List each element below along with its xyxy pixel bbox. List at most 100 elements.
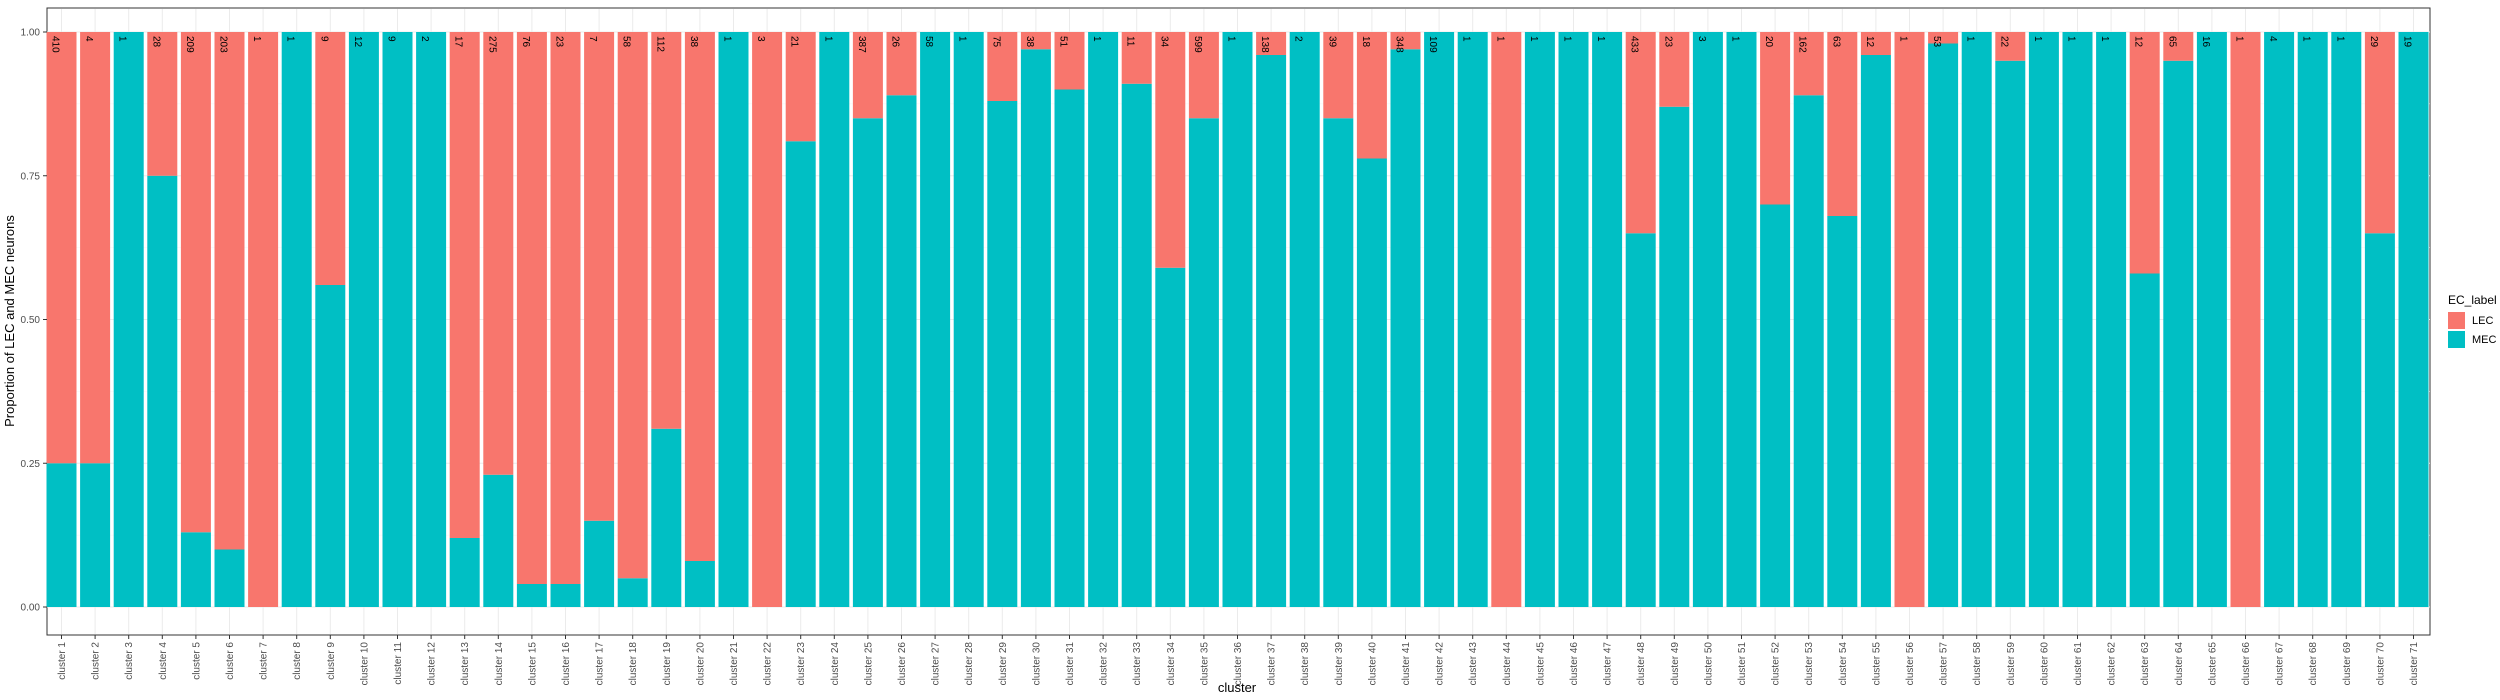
bar-mec — [1289, 32, 1320, 607]
bar-mec — [483, 474, 514, 607]
bar-mec — [1188, 118, 1219, 607]
count-label: 410 — [50, 36, 61, 53]
x-tick-label: cluster 11 — [393, 642, 404, 685]
x-tick-label: cluster 10 — [359, 642, 370, 686]
x-tick-label: cluster 17 — [595, 642, 606, 686]
bar-lec — [550, 32, 581, 584]
x-tick-label: cluster 24 — [830, 642, 841, 686]
count-label: 75 — [990, 36, 1001, 48]
count-label: 1 — [1226, 36, 1237, 42]
bar-lec — [886, 32, 917, 96]
bar-lec — [852, 32, 883, 119]
bar-mec — [2096, 32, 2127, 607]
x-tick-label: cluster 55 — [1871, 642, 1882, 686]
bar-lec — [1155, 32, 1186, 268]
bar-mec — [2331, 32, 2362, 607]
bar-mec — [214, 549, 245, 607]
count-label: 16 — [2200, 36, 2211, 48]
bar-mec — [416, 32, 447, 607]
count-label: 1 — [2032, 36, 2043, 42]
bar-mec — [2196, 32, 2227, 607]
x-tick-label: cluster 59 — [2006, 642, 2017, 686]
count-label: 23 — [1662, 36, 1673, 48]
bar-lec — [1188, 32, 1219, 119]
count-label: 1 — [722, 36, 733, 42]
bar-mec — [147, 175, 178, 607]
bar-lec — [1995, 32, 2026, 61]
bar-lec — [752, 32, 783, 607]
x-tick-label: cluster 50 — [1703, 642, 1714, 686]
bar-mec — [315, 285, 346, 607]
bar-lec — [617, 32, 648, 579]
count-label: 1 — [285, 36, 296, 42]
count-label: 387 — [856, 36, 867, 53]
x-tick-label: cluster 56 — [1905, 642, 1916, 686]
x-tick-label: cluster 25 — [863, 642, 874, 686]
x-tick-label: cluster 20 — [695, 642, 706, 686]
count-label: 1 — [117, 36, 128, 42]
x-tick-label: cluster 47 — [1603, 642, 1614, 686]
count-label: 3 — [1696, 36, 1707, 42]
bar-mec — [987, 101, 1018, 607]
bar-lec — [1860, 32, 1891, 55]
count-label: 9 — [386, 36, 397, 42]
x-tick-label: cluster 65 — [2207, 642, 2218, 686]
bar-lec — [1491, 32, 1522, 607]
x-tick-label: cluster 40 — [1367, 642, 1378, 686]
x-axis: cluster 1 cluster 2 cluster 3 cluster 4 clus… — [57, 635, 2420, 685]
bar-mec — [2129, 273, 2160, 607]
bar-mec — [1726, 32, 1757, 607]
x-tick-label: cluster 4 — [158, 642, 169, 680]
count-label: 58 — [923, 36, 934, 48]
count-label: 20 — [1763, 36, 1774, 48]
count-label: 22 — [1998, 36, 2009, 48]
x-tick-label: cluster 61 — [2073, 642, 2084, 686]
y-tick-label: 0.00 — [21, 603, 41, 614]
bar-mec — [2028, 32, 2059, 607]
count-label: 4 — [83, 36, 94, 42]
bar-mec — [449, 538, 480, 607]
x-tick-label: cluster 68 — [2308, 642, 2319, 686]
count-label: 51 — [1058, 36, 1069, 48]
bar-mec — [550, 584, 581, 607]
bar-lec — [1760, 32, 1791, 205]
count-label: 112 — [654, 36, 665, 52]
bar-mec — [1860, 55, 1891, 607]
x-tick-label: cluster 45 — [1535, 642, 1546, 686]
bar-lec — [1894, 32, 1925, 607]
count-label: 3 — [755, 36, 766, 42]
bar-lec — [785, 32, 816, 142]
x-tick-label: cluster 21 — [729, 642, 740, 686]
count-label: 28 — [150, 36, 161, 48]
bar-mec — [1961, 32, 1992, 607]
count-label: 12 — [1864, 36, 1875, 48]
bar-lec — [46, 32, 77, 464]
x-tick-label: cluster 30 — [1031, 642, 1042, 686]
bar-mec — [1827, 216, 1858, 607]
bar-lec — [1121, 32, 1152, 84]
x-tick-label: cluster 33 — [1132, 642, 1143, 686]
bar-mec — [382, 32, 413, 607]
bar-mec — [1760, 204, 1791, 607]
x-tick-label: cluster 15 — [527, 642, 538, 686]
count-label: 58 — [621, 36, 632, 48]
bar-lec — [516, 32, 547, 584]
x-tick-label: cluster 7 — [259, 642, 270, 680]
bar-lec — [1356, 32, 1387, 159]
count-label: 1 — [2334, 36, 2345, 42]
x-tick-label: cluster 51 — [1737, 642, 1748, 686]
bar-lec — [80, 32, 111, 464]
bar-lec — [584, 32, 615, 521]
count-label: 1 — [2099, 36, 2110, 42]
count-label: 11 — [1125, 36, 1136, 47]
count-label: 1 — [1965, 36, 1976, 42]
x-tick-label: cluster 34 — [1166, 642, 1177, 686]
x-tick-label: cluster 3 — [124, 642, 135, 680]
bar-mec — [1524, 32, 1555, 607]
count-label: 1 — [822, 36, 833, 42]
bar-mec — [651, 428, 682, 607]
x-tick-label: cluster 66 — [2241, 642, 2252, 686]
x-tick-label: cluster 38 — [1300, 642, 1311, 686]
bar-mec — [2398, 32, 2429, 607]
